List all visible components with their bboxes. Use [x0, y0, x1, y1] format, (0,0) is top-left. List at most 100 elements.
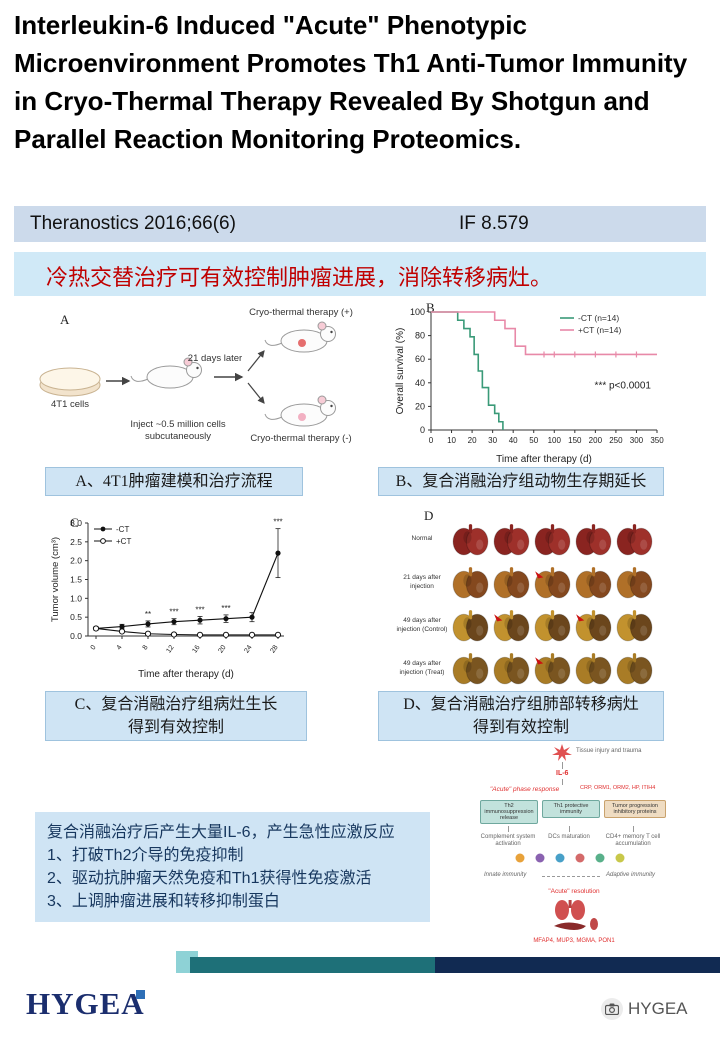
svg-text:*** p<0.0001: *** p<0.0001	[595, 381, 652, 392]
cd4-label: CD4+ memory T cell accumulation	[605, 834, 661, 847]
svg-text:4: 4	[116, 644, 124, 651]
lung-photo	[493, 524, 530, 556]
tumor-box: Tumor progression inhibitory proteins	[604, 800, 666, 819]
therapy-minus-label: Cryo-thermal therapy (-)	[250, 433, 352, 444]
il6-label: IL-6	[556, 770, 569, 777]
lung-row: 49 days after injection (Control)	[394, 604, 666, 647]
svg-text:30: 30	[488, 436, 497, 445]
svg-text:Time after therapy (d): Time after therapy (d)	[138, 669, 234, 680]
svg-text:0: 0	[429, 436, 434, 445]
lung-photo	[575, 610, 612, 642]
summary-line: 复合消融治疗后产生大量IL-6，产生急性应激反应	[47, 824, 395, 841]
svg-text:100: 100	[548, 436, 562, 445]
lung-photo	[616, 524, 653, 556]
lung-row-label: 49 days after injection (Treat)	[399, 660, 445, 676]
svg-text:60: 60	[415, 354, 425, 364]
caption-c-line2: 得到有效控制	[127, 719, 224, 736]
svg-text:100: 100	[410, 307, 425, 317]
th2-box: Th2 immunosuppression release	[480, 800, 538, 825]
injury-burst-icon	[552, 744, 572, 761]
svg-text:8: 8	[142, 644, 150, 651]
connector-line	[562, 762, 563, 769]
svg-text:150: 150	[568, 436, 582, 445]
lung-row-label: Normal	[411, 535, 433, 543]
panel-c-letter: C	[70, 515, 79, 530]
lung-row: 49 days after injection (Treat)	[394, 647, 666, 690]
journal-citation: Theranostics 2016;66(6)	[30, 213, 236, 234]
connector-line	[633, 826, 634, 832]
caption-c: C、复合消融治疗组病灶生长 得到有效控制	[45, 691, 307, 741]
panel-a-scheme: 4T1 cells 21 days later Inject ~0.5 mill…	[30, 303, 360, 465]
svg-text:***: ***	[273, 518, 282, 527]
lung-row-label: 21 days after injection	[403, 574, 441, 590]
scheme-drawing	[39, 321, 336, 427]
svg-text:12: 12	[165, 644, 175, 654]
summary-line: 1、打破Th2介导的免疫抑制	[47, 847, 244, 864]
svg-text:Tumor volume (cm³): Tumor volume (cm³)	[50, 537, 61, 622]
panel-d-letter: D	[424, 508, 434, 523]
watermark-text: HYGEA	[628, 999, 688, 1018]
svg-text:-CT (n=14): -CT (n=14)	[578, 313, 619, 323]
hygea-logo: HYGEA	[26, 986, 145, 1021]
svg-text:1.5: 1.5	[70, 575, 82, 585]
summary-box: 复合消融治疗后产生大量IL-6，产生急性应激反应 1、打破Th2介导的免疫抑制 …	[35, 812, 430, 922]
lung-photo	[534, 653, 571, 685]
svg-text:80: 80	[415, 331, 425, 341]
svg-text:16: 16	[191, 644, 201, 654]
connector-line	[562, 779, 563, 785]
journal-bar: Theranostics 2016;66(6) IF 8.579	[14, 206, 706, 242]
inject-label: Inject ~0.5 million cells subcutaneously	[130, 419, 226, 442]
caption-d-line1: D、复合消融治疗组肺部转移病灶	[403, 696, 639, 713]
paper-title: Interleukin-6 Induced "Acute" Phenotypic…	[14, 10, 688, 154]
svg-text:***: ***	[221, 604, 230, 613]
summary-line: 2、驱动抗肿瘤天然免疫和Th1获得性免疫激活	[47, 870, 372, 887]
lung-photo	[534, 610, 571, 642]
tumor-volume-chart: 0.0 0.5 1.0 1.5 2.0 2.5 3.0 0 4 8 12 16 20 24 28 Time a…	[50, 518, 284, 680]
svg-text:3.0: 3.0	[70, 518, 82, 528]
lung-photo	[534, 524, 571, 556]
svg-text:20: 20	[468, 436, 477, 445]
svg-text:2.0: 2.0	[70, 556, 82, 566]
camera-icon	[601, 998, 623, 1020]
lung-photo	[575, 653, 612, 685]
cells-label: 4T1 cells	[50, 399, 89, 410]
svg-text:20: 20	[415, 401, 425, 411]
lung-photo	[575, 567, 612, 599]
lung-photo	[452, 567, 489, 599]
summary-line: 3、上调肿瘤进展和转移抑制蛋白	[47, 893, 280, 910]
svg-text:0.0: 0.0	[70, 631, 82, 641]
svg-text:40: 40	[415, 378, 425, 388]
lung-photo	[575, 524, 612, 556]
immune-cells-icons	[515, 853, 625, 863]
svg-text:0: 0	[420, 425, 425, 435]
caption-b: B、复合消融治疗组动物生存期延长	[378, 467, 664, 496]
pathway-diagram: Tissue injury and trauma IL-6 "Acute" ph…	[478, 744, 670, 962]
svg-text:-CT: -CT	[116, 525, 129, 534]
caption-d-line2: 得到有效控制	[472, 719, 569, 736]
highlight-text: 冷热交替治疗可有效控制肿瘤进展，消除转移病灶。	[46, 265, 553, 290]
svg-text:**: **	[145, 610, 151, 619]
caption-d: D、复合消融治疗组肺部转移病灶 得到有效控制	[378, 691, 664, 741]
svg-text:Overall survival (%): Overall survival (%)	[395, 328, 406, 415]
lung-photo	[534, 567, 571, 599]
svg-text:24: 24	[243, 644, 253, 654]
lung-row: Normal	[394, 518, 666, 561]
lung-photo	[452, 653, 489, 685]
svg-text:300: 300	[630, 436, 644, 445]
th1-box: Th1 protective immunity	[542, 800, 600, 819]
days-label: 21 days later	[187, 353, 243, 364]
lung-photo	[493, 653, 530, 685]
innate-immunity-label: Innate immunity	[484, 872, 527, 878]
svg-text:20: 20	[217, 644, 227, 654]
watermark: HYGEA	[601, 998, 688, 1020]
therapy-plus-label: Cryo-thermal therapy (+)	[249, 307, 353, 318]
svg-text:10: 10	[447, 436, 456, 445]
svg-text:28: 28	[269, 644, 279, 654]
lung-row: 21 days after injection	[394, 561, 666, 604]
complement-label: Complement system activation	[480, 834, 536, 847]
acute-resolution-label: "Acute" resolution	[548, 888, 600, 895]
caption-a: A、4T1肿瘤建模和治疗流程	[45, 467, 303, 496]
caption-c-line1: C、复合消融治疗组病灶生长	[74, 696, 278, 713]
connector-line	[569, 826, 570, 832]
svg-text:Time after therapy (d): Time after therapy (d)	[496, 454, 592, 465]
